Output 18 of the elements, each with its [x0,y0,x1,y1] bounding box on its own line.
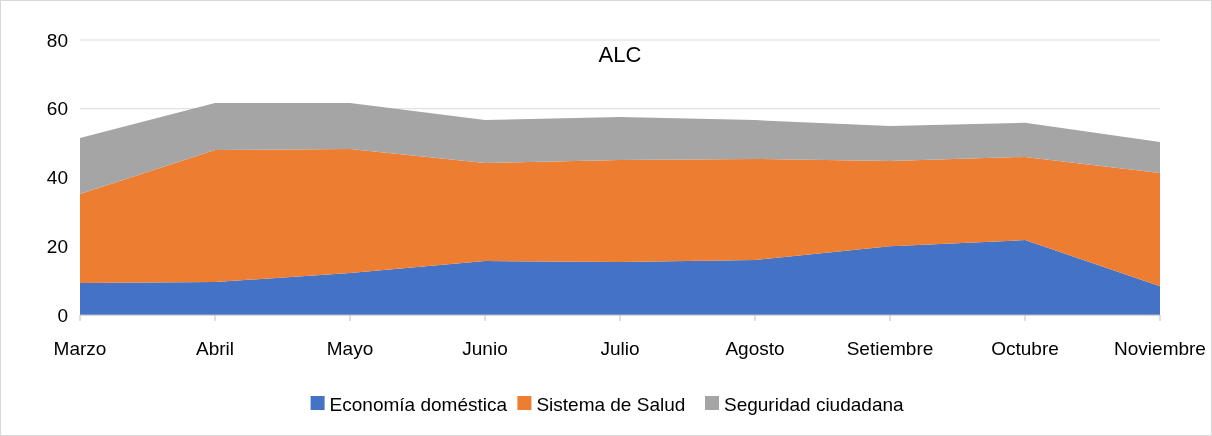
x-tick-label: Junio [462,338,508,359]
x-tick-label: Noviembre [1114,338,1206,359]
legend-label: Sistema de Salud [536,393,686,415]
legend-label: Seguridad ciudadana [724,393,905,415]
y-tick-label: 20 [46,235,68,257]
chart-title: ALC [598,42,642,67]
x-tick-label: Agosto [725,338,785,359]
x-tick-label: Mayo [326,338,374,359]
y-tick-label: 80 [46,29,68,51]
x-tick-label: Abril [195,338,235,359]
x-tick-label: Setiembre [846,338,934,359]
y-tick-label: 40 [46,167,68,189]
y-tick-label: 0 [57,304,68,326]
y-tick-label: 60 [46,98,68,120]
x-tick-label: Octubre [991,338,1059,359]
legend-label: Economía doméstica [329,393,508,415]
x-tick-label: Marzo [53,338,107,359]
x-tick-label: Julio [600,338,640,359]
